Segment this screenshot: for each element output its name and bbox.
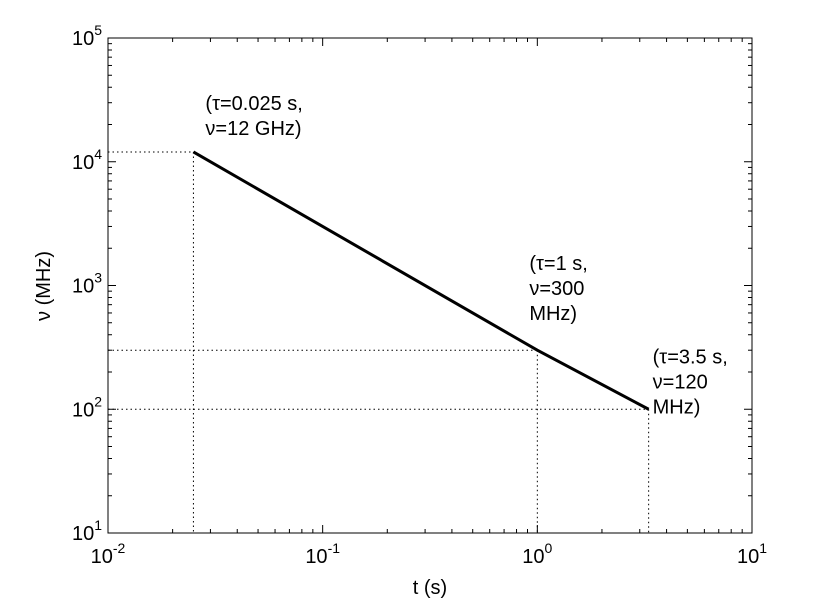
annotation: (τ=3.5 s,: [653, 346, 728, 368]
annotation: ν=120: [653, 371, 708, 393]
x-tick-label: 100: [522, 540, 552, 568]
y-tick-label: 104: [72, 146, 102, 174]
x-tick-label: 10-2: [91, 540, 126, 568]
x-axis-label: t (s): [413, 577, 447, 599]
x-tick-label: 101: [737, 540, 767, 568]
y-tick-label: 103: [72, 270, 102, 298]
annotation: (τ=1 s,: [529, 253, 587, 275]
annotation: ν=300: [529, 278, 584, 300]
annotation: (τ=0.025 s,: [205, 93, 302, 115]
annotation: MHz): [653, 396, 701, 418]
plot-frame: [107, 37, 753, 534]
x-tick-label: 10-1: [305, 540, 340, 568]
annotation: ν=12 GHz): [205, 118, 301, 140]
y-tick-label: 105: [72, 22, 102, 50]
y-tick-label: 101: [72, 517, 102, 545]
annotation: MHz): [529, 303, 577, 325]
y-axis-label: ν (MHz): [33, 251, 55, 321]
y-tick-label: 102: [72, 393, 102, 421]
data-line: [192, 150, 650, 411]
